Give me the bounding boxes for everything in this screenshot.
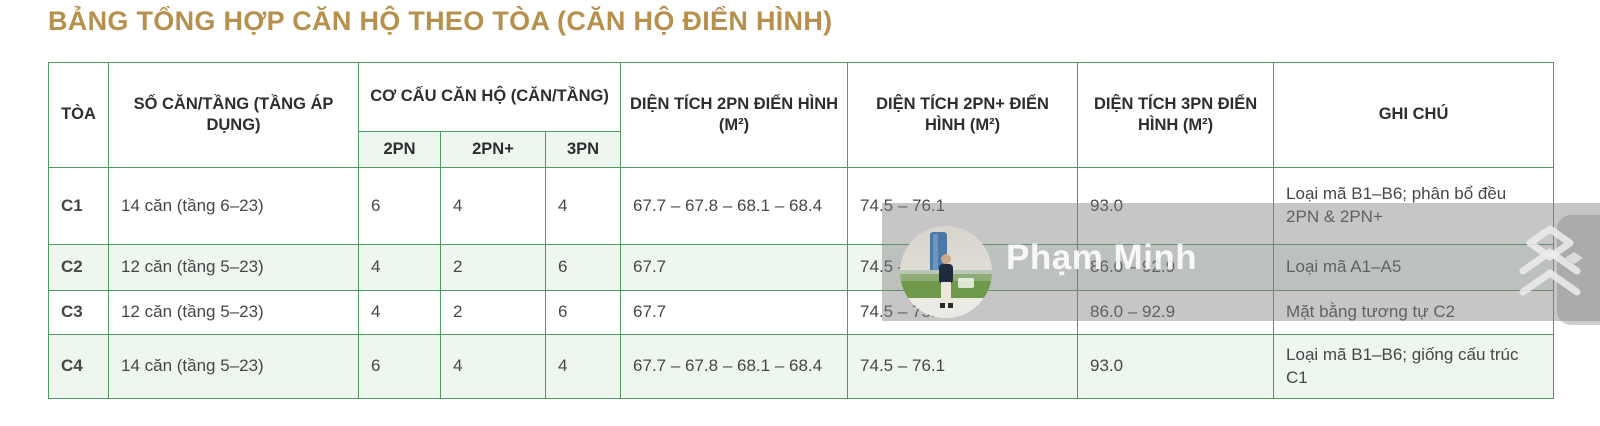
cell-mix-3pn: 4 — [544, 167, 622, 245]
cell-mix-3pn: 6 — [544, 244, 622, 291]
cell-units: 14 căn (tầng 6–23) — [108, 167, 359, 245]
cell-mix-2pn: 4 — [358, 244, 441, 291]
cell-units: 14 căn (tầng 5–23) — [108, 334, 359, 399]
header-area-2pn-plus: DIỆN TÍCH 2PN+ ĐIỂN HÌNH (M²) — [847, 62, 1079, 168]
cell-mix-2pn-plus: 2 — [440, 290, 546, 335]
cell-note: Loại mã B1–B6; phân bổ đều 2PN & 2PN+ — [1273, 167, 1555, 245]
cell-mix-3pn: 4 — [544, 334, 622, 399]
header-area-3pn: DIỆN TÍCH 3PN ĐIỂN HÌNH (M²) — [1077, 62, 1275, 168]
cell-mix-2pn: 6 — [358, 334, 441, 399]
cell-area-2pn-plus: 74.5 – 76.1 — [847, 334, 1079, 399]
cell-units: 12 căn (tầng 5–23) — [108, 290, 359, 335]
cell-note: Mặt bằng tương tự C2 — [1273, 290, 1555, 335]
cell-area-2pn: 67.7 – 67.8 – 68.1 – 68.4 — [620, 334, 849, 399]
table-row-c1: C1 14 căn (tầng 6–23) 6 4 4 67.7 – 67.8 … — [48, 167, 1555, 245]
cell-tower: C1 — [48, 167, 109, 245]
cell-area-2pn-plus: 74.5 – 76.1 — [847, 167, 1079, 245]
cell-mix-2pn-plus: 2 — [440, 244, 546, 291]
cell-area-2pn: 67.7 — [620, 290, 849, 335]
header-sub-2pn: 2PN — [358, 131, 441, 168]
cell-mix-2pn: 4 — [358, 290, 441, 335]
header-units-per-floor: SỐ CĂN/TẦNG (TẦNG ÁP DỤNG) — [108, 62, 359, 168]
cell-note: Loại mã B1–B6; giống cấu trúc C1 — [1273, 334, 1555, 399]
cell-area-2pn: 67.7 — [620, 244, 849, 291]
cell-area-2pn-plus: 74.5 – 75.8 — [847, 244, 1079, 291]
cell-area-3pn: 86.0 – 92.9 — [1077, 290, 1275, 335]
cell-tower: C4 — [48, 334, 109, 399]
cell-tower: C2 — [48, 244, 109, 291]
table-row-c4: C4 14 căn (tầng 5–23) 6 4 4 67.7 – 67.8 … — [48, 334, 1555, 399]
apartment-summary-table: TÒA SỐ CĂN/TẦNG (TẦNG ÁP DỤNG) CƠ CẤU CĂ… — [48, 62, 1555, 399]
header-tower: TÒA — [48, 62, 109, 168]
cell-mix-2pn: 6 — [358, 167, 441, 245]
header-row-sub: 2PN 2PN+ 3PN — [49, 131, 1554, 168]
table-row-c2: C2 12 căn (tầng 5–23) 4 2 6 67.7 74.5 – … — [48, 244, 1555, 291]
header-row-main: TÒA SỐ CĂN/TẦNG (TẦNG ÁP DỤNG) CƠ CẤU CĂ… — [48, 62, 1555, 168]
table-row-c3: C3 12 căn (tầng 5–23) 4 2 6 67.7 74.5 – … — [48, 290, 1555, 335]
cell-area-3pn: 93.0 — [1077, 334, 1275, 399]
cell-area-3pn: 93.0 — [1077, 167, 1275, 245]
cell-area-3pn: 86.0 – 92.9 — [1077, 244, 1275, 291]
header-sub-2pn-plus: 2PN+ — [440, 131, 546, 168]
watermark-card — [1557, 215, 1600, 325]
header-notes: GHI CHÚ — [1273, 62, 1555, 168]
header-area-2pn: DIỆN TÍCH 2PN ĐIỂN HÌNH (M²) — [620, 62, 849, 168]
cell-mix-2pn-plus: 4 — [440, 167, 546, 245]
cell-mix-3pn: 6 — [544, 290, 622, 335]
cell-tower: C3 — [48, 290, 109, 335]
cell-note: Loại mã A1–A5 — [1273, 244, 1555, 291]
header-structure-group: CƠ CẤU CĂN HỘ (CĂN/TẦNG) — [357, 62, 622, 132]
cell-area-2pn: 67.7 – 67.8 – 68.1 – 68.4 — [620, 167, 849, 245]
cell-mix-2pn-plus: 4 — [440, 334, 546, 399]
cell-units: 12 căn (tầng 5–23) — [108, 244, 359, 291]
cell-area-2pn-plus: 74.5 – 75.8 — [847, 290, 1079, 335]
header-sub-3pn: 3PN — [544, 131, 622, 168]
page-title: BẢNG TỔNG HỢP CĂN HỘ THEO TÒA (CĂN HỘ ĐI… — [48, 6, 833, 36]
